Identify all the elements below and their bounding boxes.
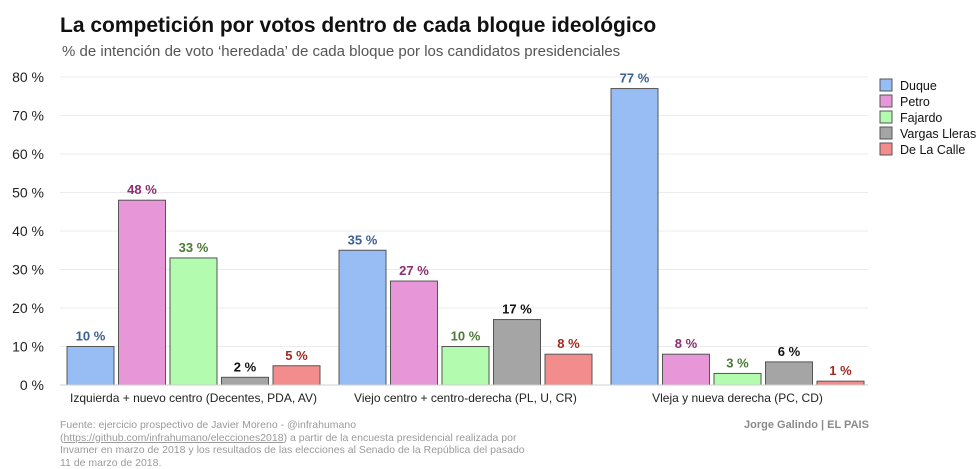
y-tick-label: 20 %	[12, 300, 44, 316]
y-tick-label: 10 %	[12, 339, 44, 355]
x-category-label: Izquierda + nuevo centro (Decentes, PDA,…	[70, 391, 317, 405]
bar-value-label: 48 %	[127, 182, 157, 197]
bar	[390, 280, 438, 386]
bar-value-label: 33 %	[179, 240, 209, 255]
chart-title: La competición por votos dentro de cada …	[60, 14, 657, 37]
bar	[66, 346, 115, 386]
bar-value-label: 6 %	[778, 344, 801, 359]
legend-swatch	[879, 126, 893, 140]
legend-label: Petro	[900, 95, 930, 109]
bar	[493, 319, 541, 386]
bar	[816, 380, 865, 386]
bar-value-label: 77 %	[620, 71, 650, 86]
bar-value-label: 8 %	[675, 336, 698, 351]
bar-value-label: 10 %	[76, 329, 106, 344]
bar	[441, 346, 490, 386]
bar-value-label: 1 %	[829, 363, 852, 378]
legend-swatch	[879, 142, 893, 156]
bar-value-label: 3 %	[726, 355, 749, 370]
bar-value-label: 2 %	[234, 359, 257, 374]
bar	[221, 376, 269, 386]
bar	[544, 353, 593, 386]
bar-value-label: 8 %	[557, 336, 580, 351]
legend-label: Fajardo	[900, 111, 942, 125]
bar	[118, 199, 166, 386]
bar-value-label: 17 %	[502, 302, 532, 317]
bar-value-label: 35 %	[348, 232, 378, 247]
x-category-label: Vleja y nueva derecha (PC, CD)	[652, 391, 823, 405]
bar-value-label: 10 %	[451, 329, 481, 344]
legend-label: Vargas Lleras	[900, 127, 976, 141]
source-suffix: ) a partir de la encuesta presidencial r…	[60, 431, 525, 469]
y-tick-label: 40 %	[12, 223, 44, 239]
source-prefix: Fuente: ejercicio prospectivo de Javier …	[60, 419, 357, 444]
bar-value-label: 27 %	[399, 263, 429, 278]
y-tick-label: 70 %	[12, 108, 44, 124]
source-link[interactable]: https://github.com/infrahumano/eleccione…	[63, 431, 284, 444]
legend-swatch	[879, 94, 893, 108]
source-note: Fuente: ejercicio prospectivo de Javier …	[60, 419, 530, 469]
legend-swatch	[879, 110, 893, 124]
bar-value-label: 5 %	[285, 348, 308, 363]
legend-label: Duque	[900, 79, 937, 93]
bar	[765, 361, 813, 386]
y-tick-label: 80 %	[12, 69, 44, 85]
bar	[713, 372, 762, 386]
bar	[338, 249, 387, 386]
legend-label: De La Calle	[900, 143, 965, 157]
bar	[610, 88, 659, 386]
x-category-label: Viejo centro + centro-derecha (PL, U, CR…	[354, 391, 577, 405]
bar	[662, 353, 710, 386]
chart-subtitle: % de intención de voto ‘heredada’ de cad…	[62, 43, 621, 60]
legend-swatch	[879, 78, 893, 92]
y-tick-label: 0 %	[20, 377, 44, 393]
bar	[272, 365, 321, 386]
y-tick-label: 60 %	[12, 146, 44, 162]
author-credit: Jorge Galindo | EL PAIS	[744, 419, 869, 431]
bar	[169, 257, 218, 386]
y-tick-label: 50 %	[12, 185, 44, 201]
y-tick-label: 30 %	[12, 262, 44, 278]
